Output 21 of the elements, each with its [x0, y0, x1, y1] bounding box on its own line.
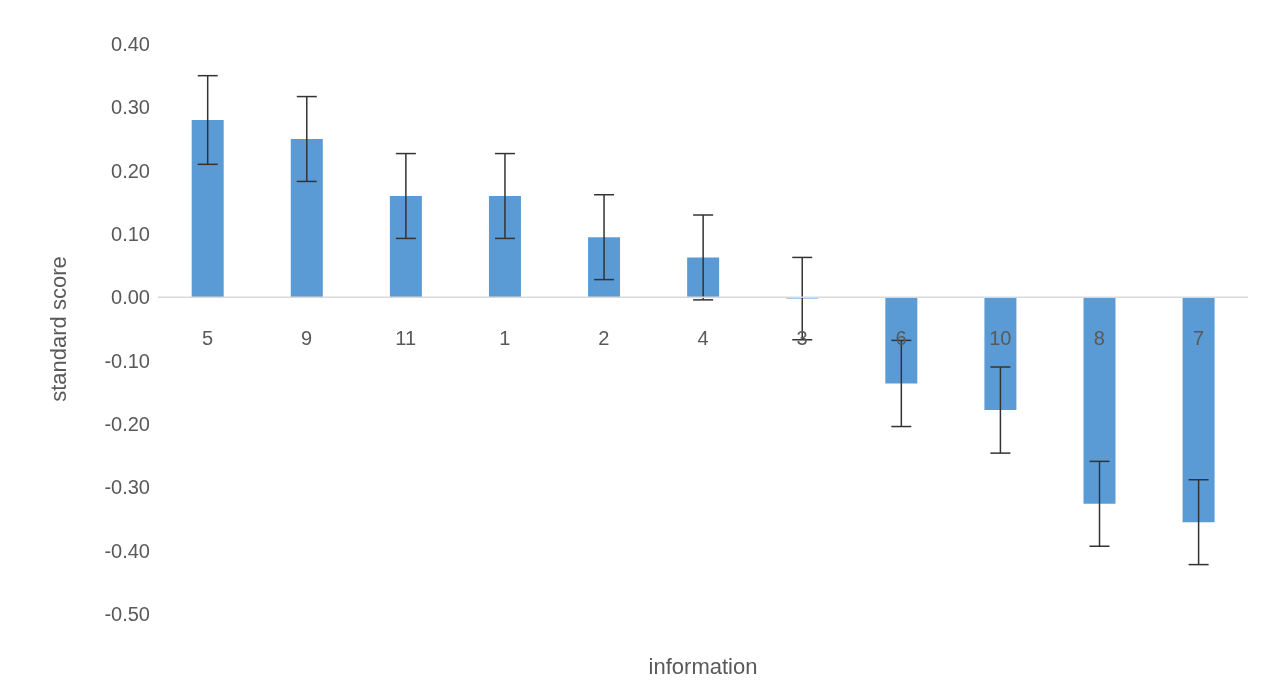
y-tick-label: -0.20: [104, 413, 150, 436]
x-tick-label: 10: [989, 327, 1012, 350]
y-tick-label: -0.40: [104, 539, 150, 562]
x-tick-label: 9: [301, 327, 313, 350]
x-tick-label: 11: [395, 327, 417, 350]
y-tick-label: 0.00: [111, 286, 150, 309]
x-tick-label: 8: [1093, 327, 1105, 350]
y-tick-label: 0.10: [111, 223, 150, 246]
y-tick-label: 0.30: [111, 96, 150, 119]
y-tick-label: -0.10: [104, 349, 150, 372]
x-tick-label: 2: [598, 327, 610, 350]
x-tick-label: 4: [697, 327, 709, 350]
y-tick-label: 0.20: [111, 159, 150, 182]
x-tick-label: 1: [499, 327, 511, 350]
y-axis-title: standard score: [45, 256, 71, 402]
y-tick-label: -0.30: [104, 476, 150, 499]
x-tick-label: 7: [1192, 327, 1205, 350]
x-axis-title: information: [648, 654, 758, 679]
y-tick-label: -0.50: [104, 603, 150, 626]
y-tick-label: 0.40: [111, 33, 150, 56]
x-tick-label: 5: [201, 327, 214, 350]
